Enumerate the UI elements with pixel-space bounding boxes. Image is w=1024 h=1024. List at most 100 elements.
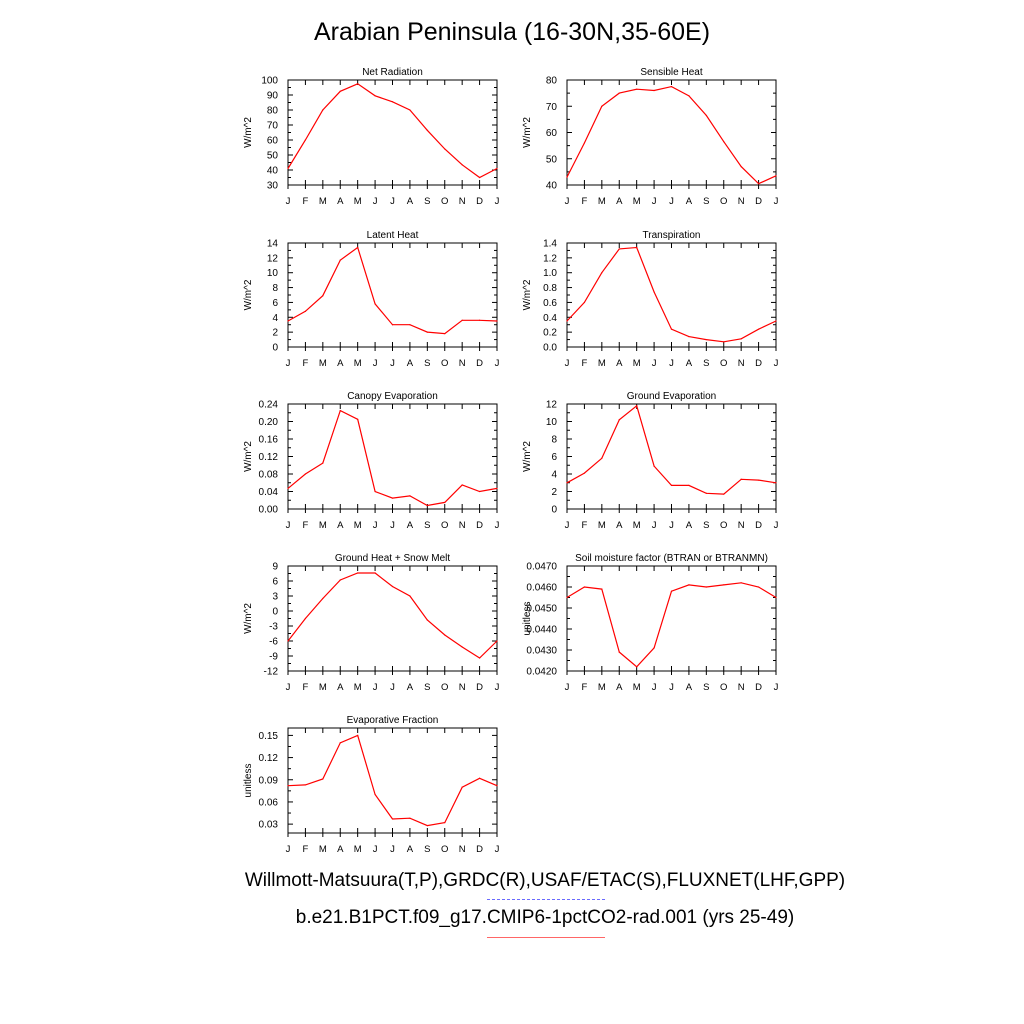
x-tick-label: J bbox=[390, 520, 395, 531]
y-tick-label: 0.00 bbox=[259, 505, 279, 516]
data-point bbox=[740, 166, 742, 168]
y-tick-label: 2 bbox=[272, 328, 278, 339]
data-point bbox=[670, 590, 673, 592]
x-tick-label: N bbox=[738, 196, 745, 207]
y-tick-label: 6 bbox=[551, 452, 557, 463]
x-tick-label: N bbox=[738, 520, 745, 531]
plot-frame bbox=[287, 79, 498, 186]
data-point bbox=[705, 492, 707, 494]
y-tick-label: 70 bbox=[267, 121, 279, 132]
plot-frame bbox=[566, 403, 777, 510]
y-axis-label: W/m^2 bbox=[522, 117, 533, 148]
y-tick-label: 60 bbox=[546, 128, 558, 139]
data-point bbox=[287, 167, 289, 170]
x-tick-label: D bbox=[755, 682, 762, 693]
data-point bbox=[426, 129, 428, 131]
x-tick-label: J bbox=[669, 682, 674, 693]
x-tick-label: J bbox=[774, 682, 779, 693]
x-tick-label: M bbox=[354, 844, 362, 855]
x-tick-label: J bbox=[390, 358, 395, 369]
data-point bbox=[444, 501, 446, 504]
data-point bbox=[444, 822, 446, 824]
x-tick-label: F bbox=[303, 196, 309, 207]
x-tick-label: N bbox=[738, 358, 745, 369]
x-tick-label: J bbox=[390, 682, 395, 693]
x-tick-label: J bbox=[652, 196, 657, 207]
y-tick-label: 0.4 bbox=[543, 313, 557, 324]
x-tick-label: S bbox=[424, 844, 430, 855]
y-tick-label: 0.12 bbox=[259, 452, 279, 463]
x-tick-label: J bbox=[652, 520, 657, 531]
y-tick-label: 0.0470 bbox=[526, 562, 557, 573]
x-tick-label: F bbox=[582, 196, 588, 207]
y-tick-label: 6 bbox=[272, 577, 278, 588]
y-tick-label: 0.16 bbox=[259, 435, 279, 446]
y-tick-label: 0.09 bbox=[259, 775, 279, 786]
data-point bbox=[496, 167, 498, 170]
data-point bbox=[670, 85, 673, 88]
x-tick-label: N bbox=[459, 682, 466, 693]
data-point bbox=[775, 320, 777, 322]
data-point bbox=[583, 586, 586, 588]
x-tick-label: J bbox=[669, 358, 674, 369]
data-point bbox=[566, 320, 568, 322]
y-tick-label: 12 bbox=[267, 253, 279, 264]
data-point bbox=[723, 341, 725, 343]
x-tick-label: J bbox=[652, 682, 657, 693]
data-point bbox=[653, 291, 655, 293]
data-point bbox=[461, 164, 463, 166]
x-tick-label: A bbox=[337, 682, 344, 693]
y-tick-label: 0.12 bbox=[259, 753, 279, 764]
x-tick-label: A bbox=[407, 358, 414, 369]
y-axis-label: unitless bbox=[522, 602, 533, 636]
data-point bbox=[566, 482, 568, 484]
x-tick-label: A bbox=[407, 682, 414, 693]
data-point bbox=[478, 176, 481, 179]
x-tick-label: N bbox=[738, 682, 745, 693]
data-point bbox=[636, 405, 638, 407]
y-tick-label: 0.0450 bbox=[526, 604, 557, 615]
data-point bbox=[566, 596, 568, 599]
x-tick-label: D bbox=[755, 196, 762, 207]
x-tick-label: O bbox=[441, 358, 448, 369]
y-tick-label: 90 bbox=[267, 91, 279, 102]
x-tick-label: M bbox=[598, 358, 606, 369]
x-tick-label: M bbox=[354, 520, 362, 531]
y-axis-label: W/m^2 bbox=[243, 279, 254, 310]
data-point bbox=[287, 640, 289, 642]
x-tick-label: J bbox=[373, 520, 378, 531]
x-tick-label: D bbox=[476, 682, 483, 693]
x-tick-label: J bbox=[669, 520, 674, 531]
x-tick-label: J bbox=[774, 196, 779, 207]
y-tick-label: 0 bbox=[272, 343, 278, 354]
x-tick-label: A bbox=[616, 682, 623, 693]
y-tick-label: 50 bbox=[546, 154, 558, 165]
model-case-text: b.e21.B1PCT.f09_g17.CMIP6-1pctCO2-rad.00… bbox=[295, 907, 795, 928]
y-tick-label: 0.0 bbox=[543, 343, 557, 354]
y-axis-label: W/m^2 bbox=[243, 117, 254, 148]
y-axis-label: unitless bbox=[243, 764, 254, 798]
data-point bbox=[426, 504, 428, 507]
x-tick-label: J bbox=[495, 196, 500, 207]
data-point bbox=[339, 742, 341, 744]
y-tick-label: 0.24 bbox=[259, 400, 279, 411]
x-tick-label: O bbox=[720, 682, 727, 693]
y-axis-label: W/m^2 bbox=[522, 279, 533, 310]
data-point bbox=[409, 595, 411, 597]
data-point bbox=[653, 465, 655, 467]
x-tick-label: J bbox=[565, 358, 570, 369]
data-point bbox=[705, 114, 707, 117]
x-tick-label: J bbox=[495, 844, 500, 855]
plot-frame bbox=[287, 242, 498, 348]
data-point bbox=[374, 572, 376, 574]
x-tick-label: F bbox=[303, 844, 309, 855]
x-tick-label: M bbox=[633, 358, 641, 369]
data-point bbox=[775, 175, 777, 177]
data-point bbox=[322, 462, 324, 464]
x-tick-label: O bbox=[720, 358, 727, 369]
series-line bbox=[566, 582, 777, 668]
data-point bbox=[287, 487, 289, 490]
y-tick-label: 1.0 bbox=[543, 268, 557, 279]
x-tick-label: S bbox=[703, 520, 709, 531]
panel-title: Transpiration bbox=[643, 230, 701, 241]
